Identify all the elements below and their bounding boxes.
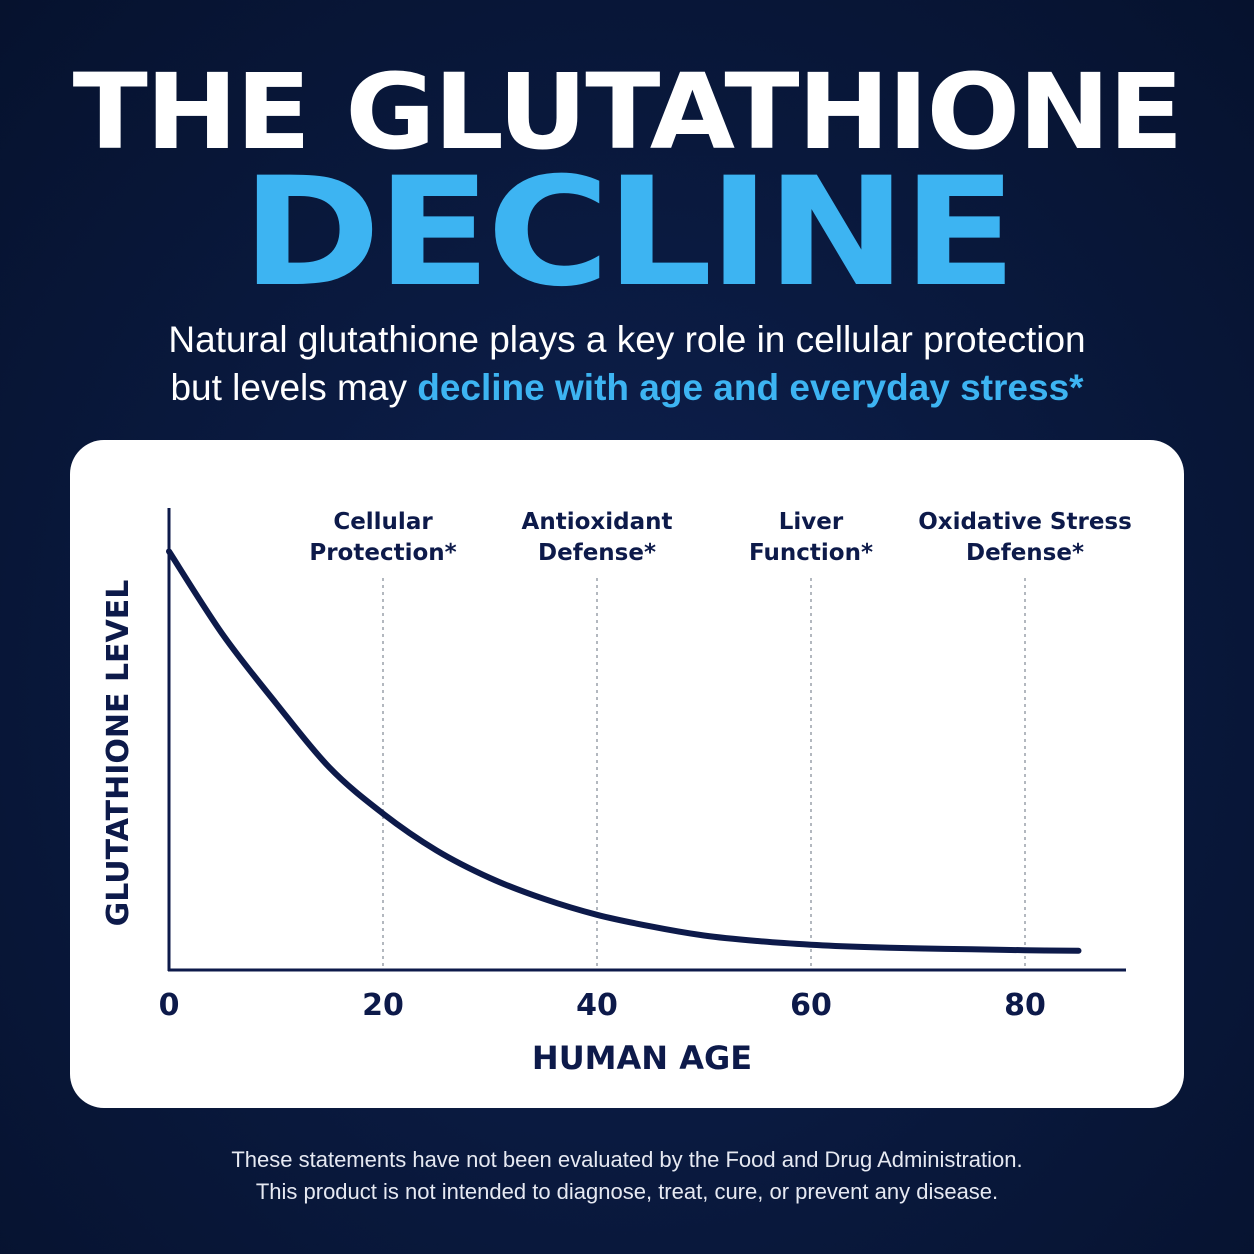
glutathione-decline-line [166,548,1082,954]
annotation-label-1: Antioxidant Defense* [522,509,673,566]
x-tick-label-40: 40 [576,988,618,1023]
x-tick-label-0: 0 [159,988,180,1023]
title-line-1: THE GLUTATHIONE [72,51,1184,173]
subtitle-line-1: Natural glutathione plays a key role in … [168,319,1086,360]
subtitle: Natural glutathione plays a key role in … [0,316,1254,412]
annotation-label-0: Cellular Protection* [309,509,456,566]
subtitle-plain-text: but levels may [170,367,418,408]
title-line-2: DECLINE [241,146,1017,320]
x-axis-title: HUMAN AGE [532,1039,752,1077]
fda-disclaimer: These statements have not been evaluated… [0,1144,1254,1208]
subtitle-highlight-text: decline with age and everyday stress* [417,367,1084,408]
chart-card: 0 20 40 60 80 Cellular Protection* Antioxidant D… [70,440,1184,1108]
annotation-label-3: Oxidative Stress Defense* [918,509,1132,566]
disclaimer-line-1: These statements have not been evaluated… [231,1147,1023,1172]
decline-chart: 0 20 40 60 80 Cellular Protection* Antioxidant D… [101,508,1132,1077]
y-axis-title: GLUTATHIONE LEVEL [101,580,136,927]
disclaimer-line-2: This product is not intended to diagnose… [255,1179,999,1204]
x-tick-label-80: 80 [1004,988,1046,1023]
annotation-label-2: Liver Function* [749,509,873,566]
x-tick-label-60: 60 [790,988,832,1023]
subtitle-line-2: but levels may decline with age and ever… [0,364,1254,412]
x-tick-label-20: 20 [362,988,404,1023]
